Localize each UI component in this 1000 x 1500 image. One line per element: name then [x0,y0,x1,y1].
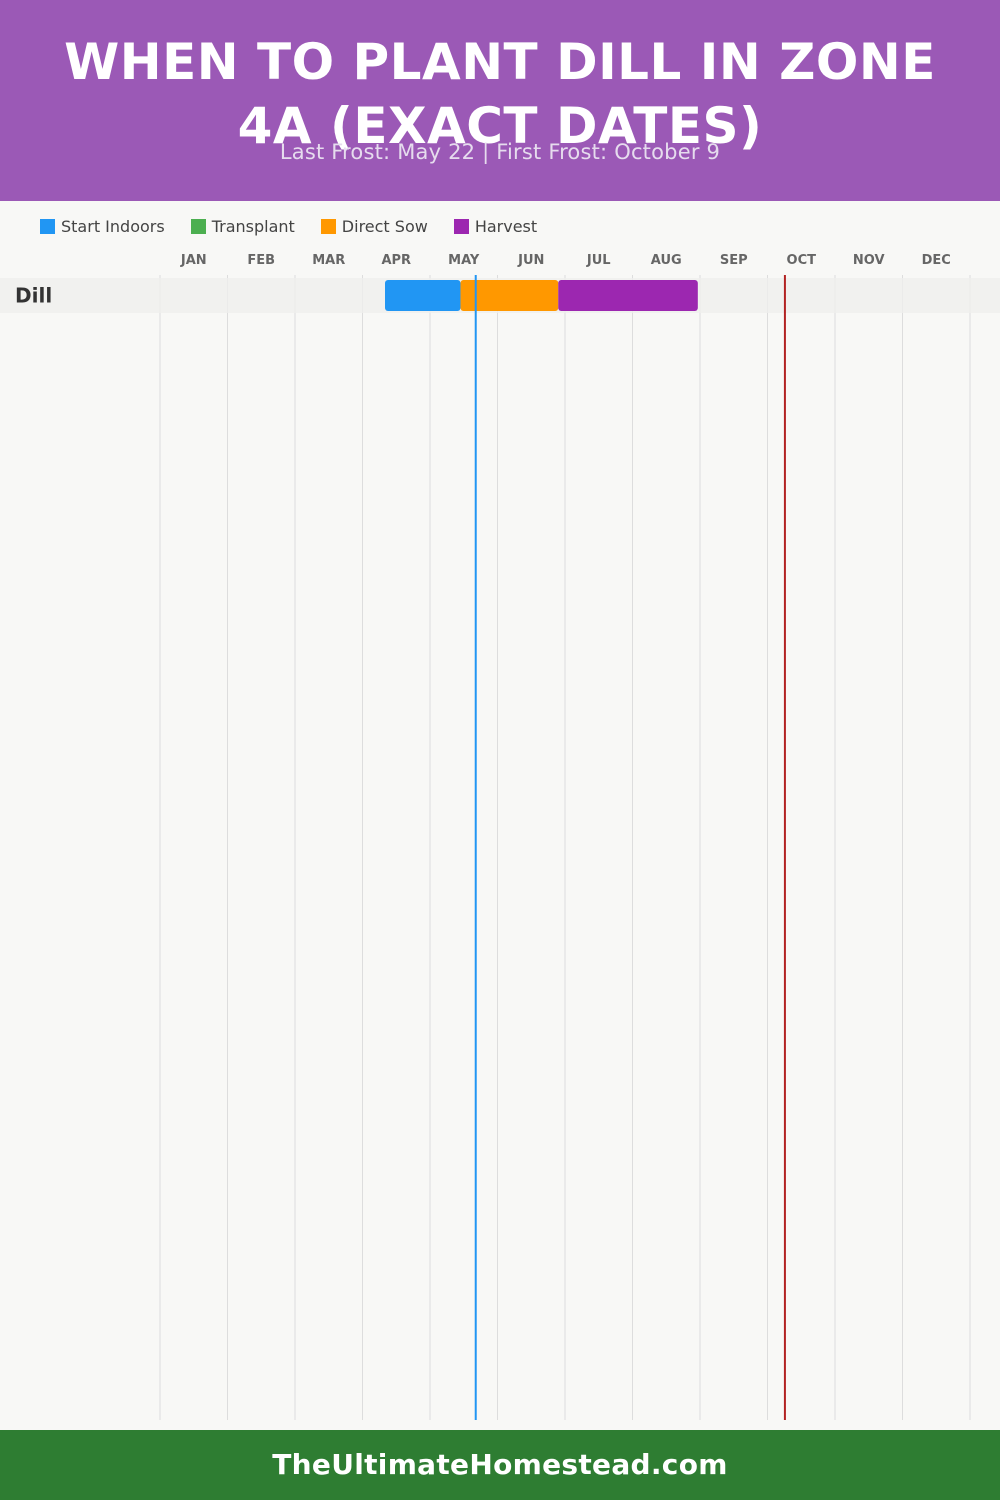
legend-item-start-indoors: Start Indoors [40,217,165,236]
month-tick-label: FEB [247,253,275,268]
bar-harvest [558,280,698,311]
legend-swatch-harvest [453,218,469,234]
bar-start-indoors [385,280,461,311]
page-title: When to Plant Dill in Zone 4a (Exact Dat… [64,33,936,155]
month-tick-label: NOV [853,253,885,268]
legend-label-transplant: Transplant [211,216,295,236]
month-tick-label: SEP [720,253,748,268]
month-tick-label: MAR [312,253,345,268]
month-tick-label: AUG [651,253,682,268]
month-tick-label: MAY [448,253,480,268]
legend-label-start-indoors: Start Indoors [61,216,165,236]
footer-site-name: TheUltimateHomestead.com [272,1448,728,1481]
month-tick-label: JAN [180,253,207,268]
legend-label-direct-sow: Direct Sow [341,216,428,236]
legend-item-transplant: Transplant [190,216,295,236]
header-banner: When to Plant Dill in Zone 4a (Exact Dat… [0,0,1000,201]
month-tick-label: JUN [517,253,544,268]
planting-calendar-chart: JAN FEB MAR APR MAY JUN JUL AUG SEP OCT NOV DEC Dill [15,253,971,1420]
month-tick-label: JUL [586,253,611,268]
legend-swatch-transplant [190,218,206,234]
month-tick-label: OCT [787,253,817,268]
month-tick-label: DEC [922,253,951,268]
frost-dates-subtitle: Last Frost: May 22 | First Frost: Octobe… [279,140,721,164]
bar-direct-sow [460,280,559,311]
footer-banner: TheUltimateHomestead.com [0,1430,1000,1500]
legend-label-harvest: Harvest [474,216,538,236]
legend-item-direct-sow: Direct Sow [320,216,428,236]
legend-swatch-direct-sow [320,218,336,234]
chart-legend: Start Indoors Transplant Direct Sow Harv… [40,214,537,238]
month-tick-label: APR [381,253,411,268]
crop-row-label: Dill [15,284,52,308]
legend-swatch-start-indoors [40,218,55,234]
legend-item-harvest: Harvest [453,216,538,236]
